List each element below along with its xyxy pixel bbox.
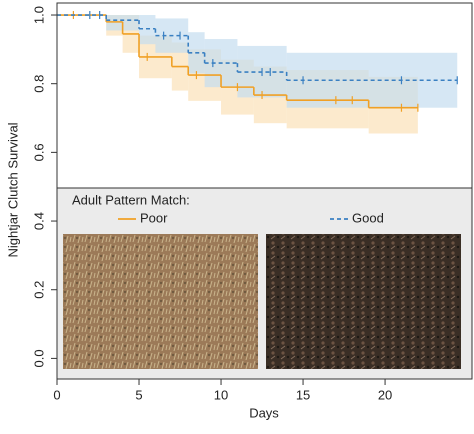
y-tick-label: 0.4 [31,212,46,230]
legend: Poor Good [118,210,384,225]
plot-area [57,11,458,134]
y-tick-label: 0.0 [31,349,46,367]
y-tick-label: 0.2 [31,281,46,299]
x-tick-label: 0 [53,387,60,402]
x-tick-label: 20 [378,387,392,402]
legend-label: Poor [140,210,168,225]
x-tick-label: 10 [214,387,228,402]
x-tick-label: 15 [296,387,310,402]
legend-label: Good [352,210,384,225]
plot-frame [56,2,473,380]
x-axis-label: Days [249,405,279,420]
legend-title: Adult Pattern Match: [72,192,190,207]
photo-poor [63,234,258,369]
y-tick-label: 0.8 [31,75,46,93]
y-tick-label: 0.6 [31,143,46,161]
photo-good [266,234,461,369]
x-tick-label: 5 [135,387,142,402]
y-tick-label: 1.0 [31,6,46,24]
confidence-band [139,15,156,45]
y-axis-label: Nightjar Clutch Survival [5,122,20,257]
